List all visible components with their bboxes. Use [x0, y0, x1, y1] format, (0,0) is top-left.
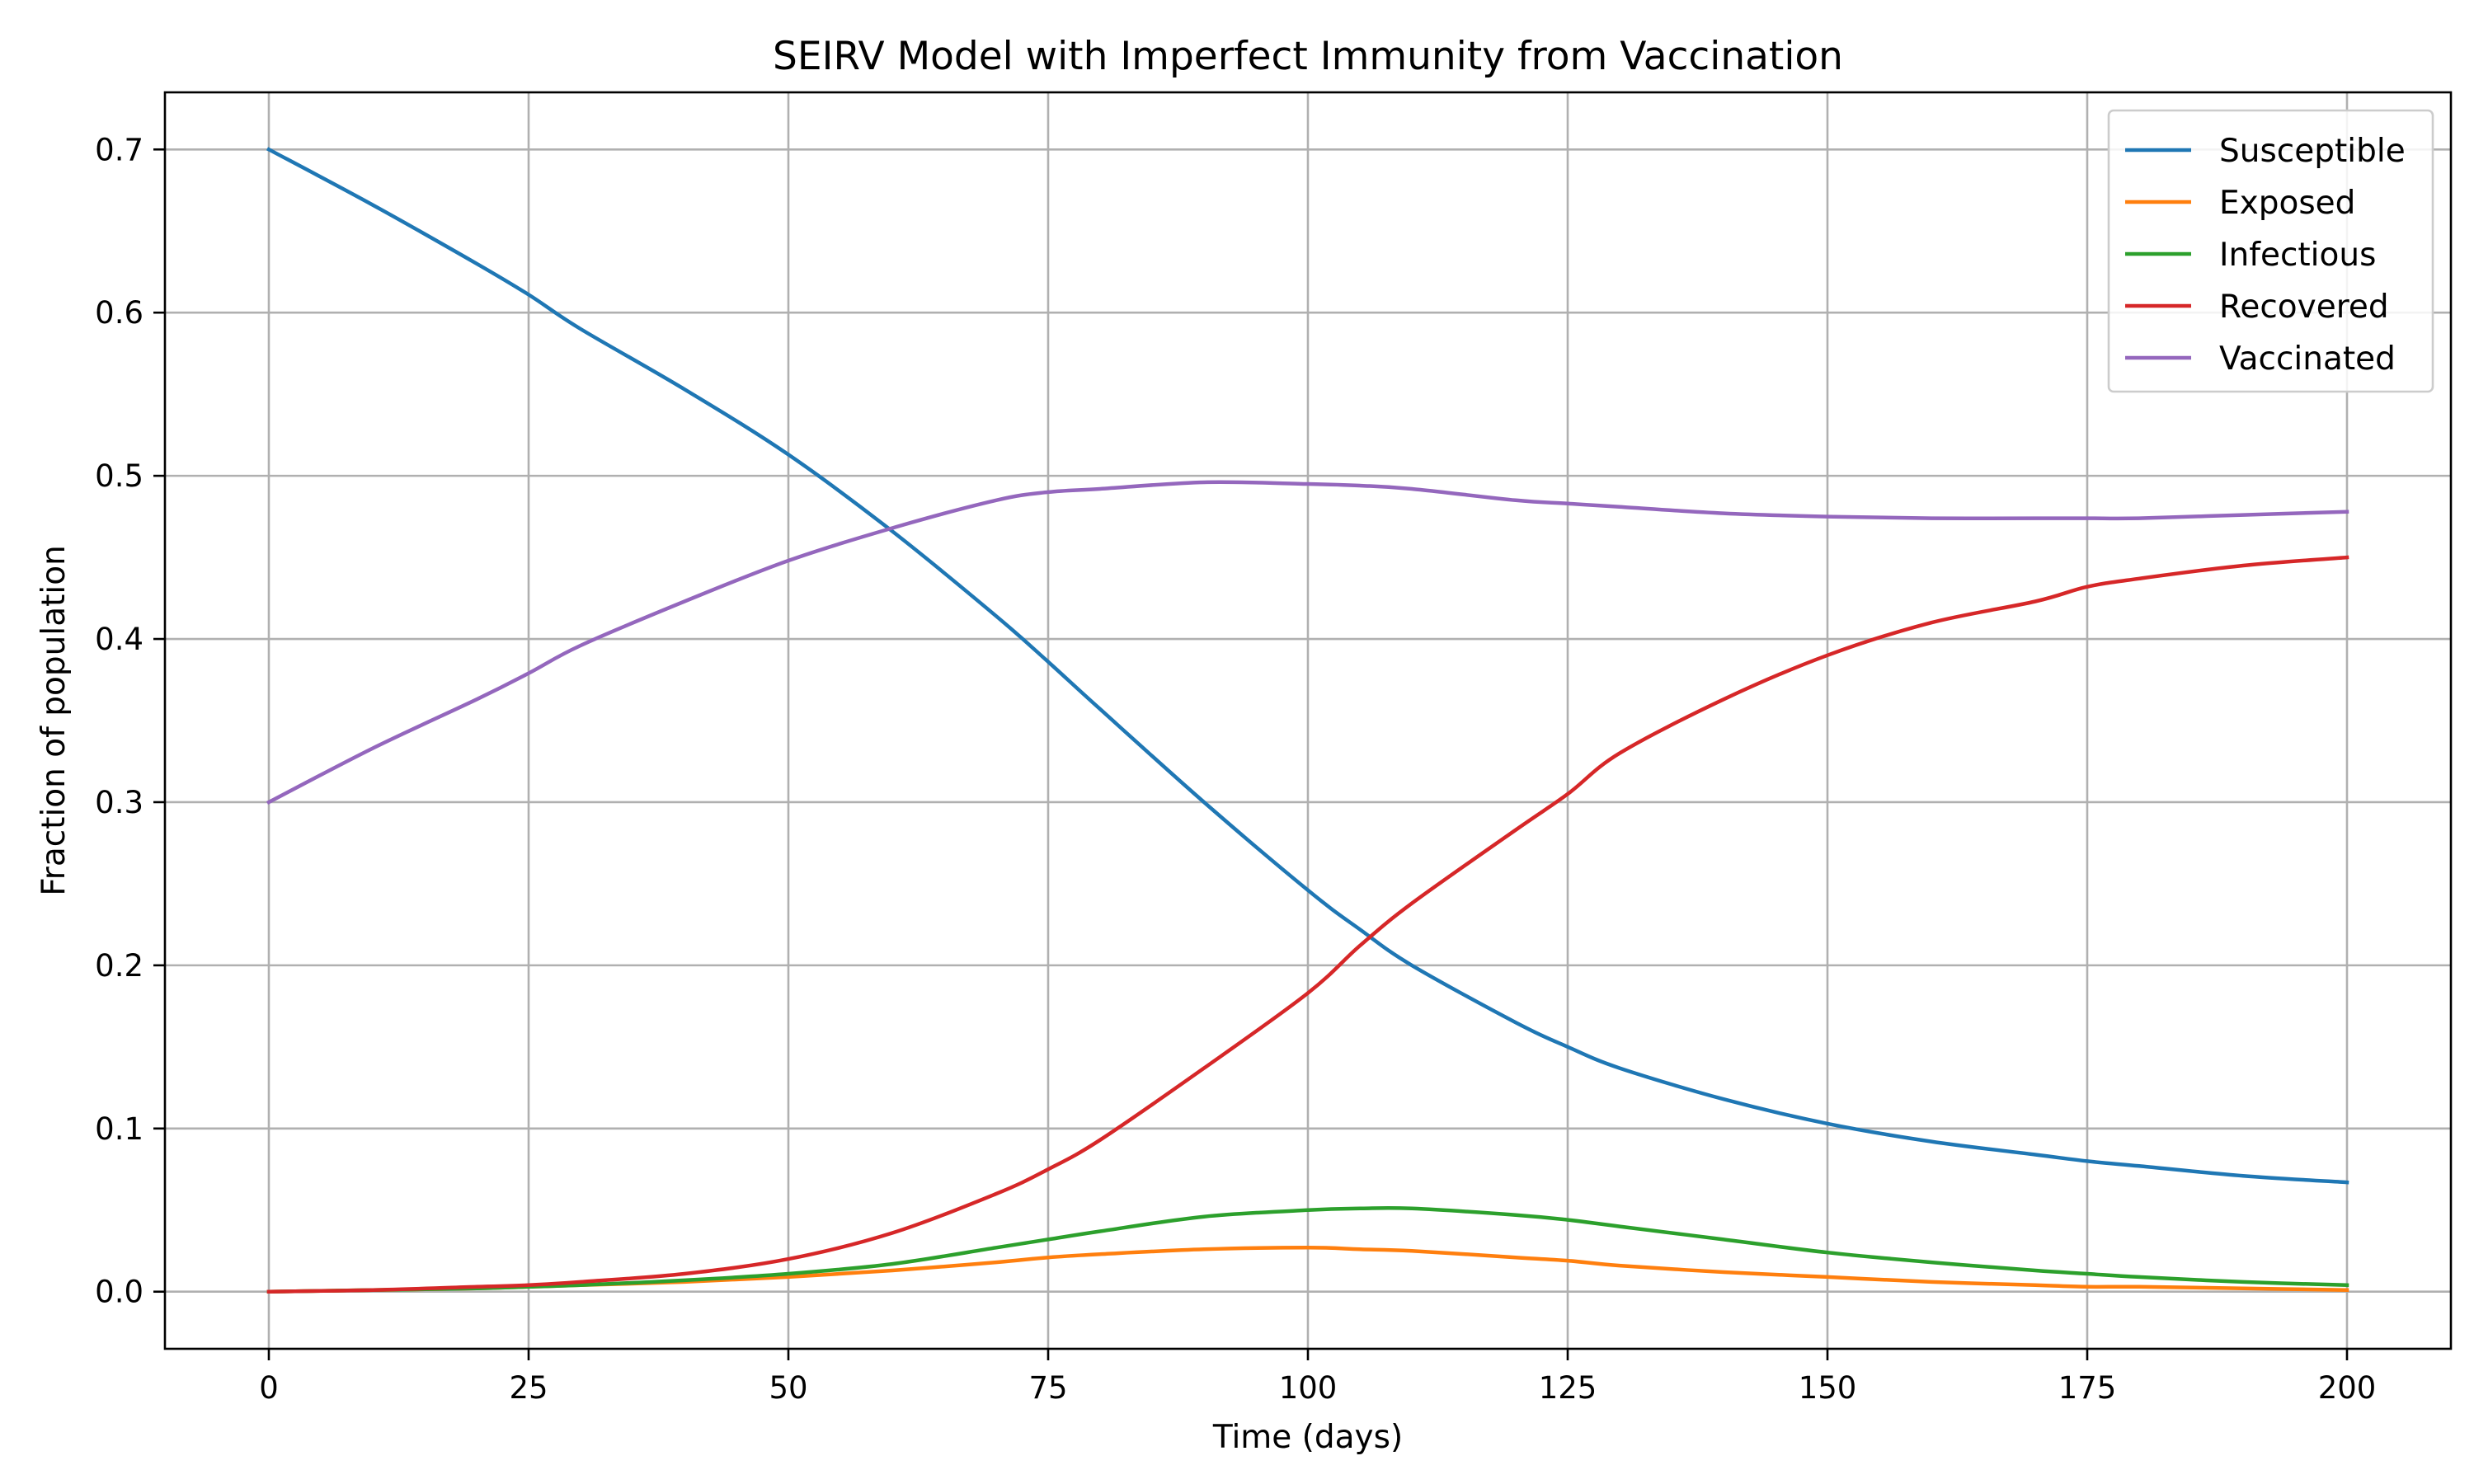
series-line-infectious — [266, 1205, 2349, 1294]
x-tick-label: 25 — [509, 1370, 548, 1406]
grid — [165, 92, 2451, 1349]
ticks: 0 25 50 75 100 125 150 175 200 0.0 0.1 0.2 0.3 0.4 0.5… — [95, 132, 2376, 1406]
legend-label-susceptible: Susceptible — [2219, 133, 2406, 170]
x-tick-label: 100 — [1279, 1370, 1338, 1406]
x-tick-label: 125 — [1539, 1370, 1597, 1406]
x-tick-label: 200 — [2318, 1370, 2377, 1406]
legend-label-recovered: Recovered — [2219, 289, 2389, 326]
x-tick-label: 150 — [1799, 1370, 1857, 1406]
y-axis-label: Fraction of population — [35, 545, 73, 896]
legend-label-infectious: Infectious — [2219, 237, 2376, 274]
x-tick-label: 50 — [769, 1370, 807, 1406]
legend-label-exposed: Exposed — [2219, 185, 2355, 222]
x-tick-label: 0 — [259, 1370, 279, 1406]
y-tick-label: 0.7 — [95, 132, 143, 167]
chart-title: SEIRV Model with Imperfect Immunity from… — [773, 34, 1843, 79]
y-tick-label: 0.2 — [95, 948, 143, 984]
y-tick-label: 0.4 — [95, 622, 143, 657]
legend: Susceptible Exposed Infectious Recovered Vac… — [2107, 109, 2434, 393]
y-tick-label: 0.5 — [95, 458, 143, 494]
y-tick-label: 0.6 — [95, 295, 143, 331]
series-line-recovered — [266, 555, 2349, 1294]
y-tick-label: 0.3 — [95, 785, 143, 820]
x-tick-label: 75 — [1028, 1370, 1067, 1406]
series-line-susceptible — [266, 147, 2349, 1185]
y-tick-label: 0.0 — [95, 1275, 143, 1310]
y-tick-label: 0.1 — [95, 1111, 143, 1147]
legend-box — [2107, 109, 2434, 393]
x-tick-label: 175 — [2058, 1370, 2117, 1406]
legend-label-vaccinated: Vaccinated — [2219, 340, 2396, 378]
series-lines — [266, 147, 2349, 1294]
series-line-vaccinated — [266, 480, 2349, 805]
x-axis-label: Time (days) — [1212, 1419, 1403, 1456]
